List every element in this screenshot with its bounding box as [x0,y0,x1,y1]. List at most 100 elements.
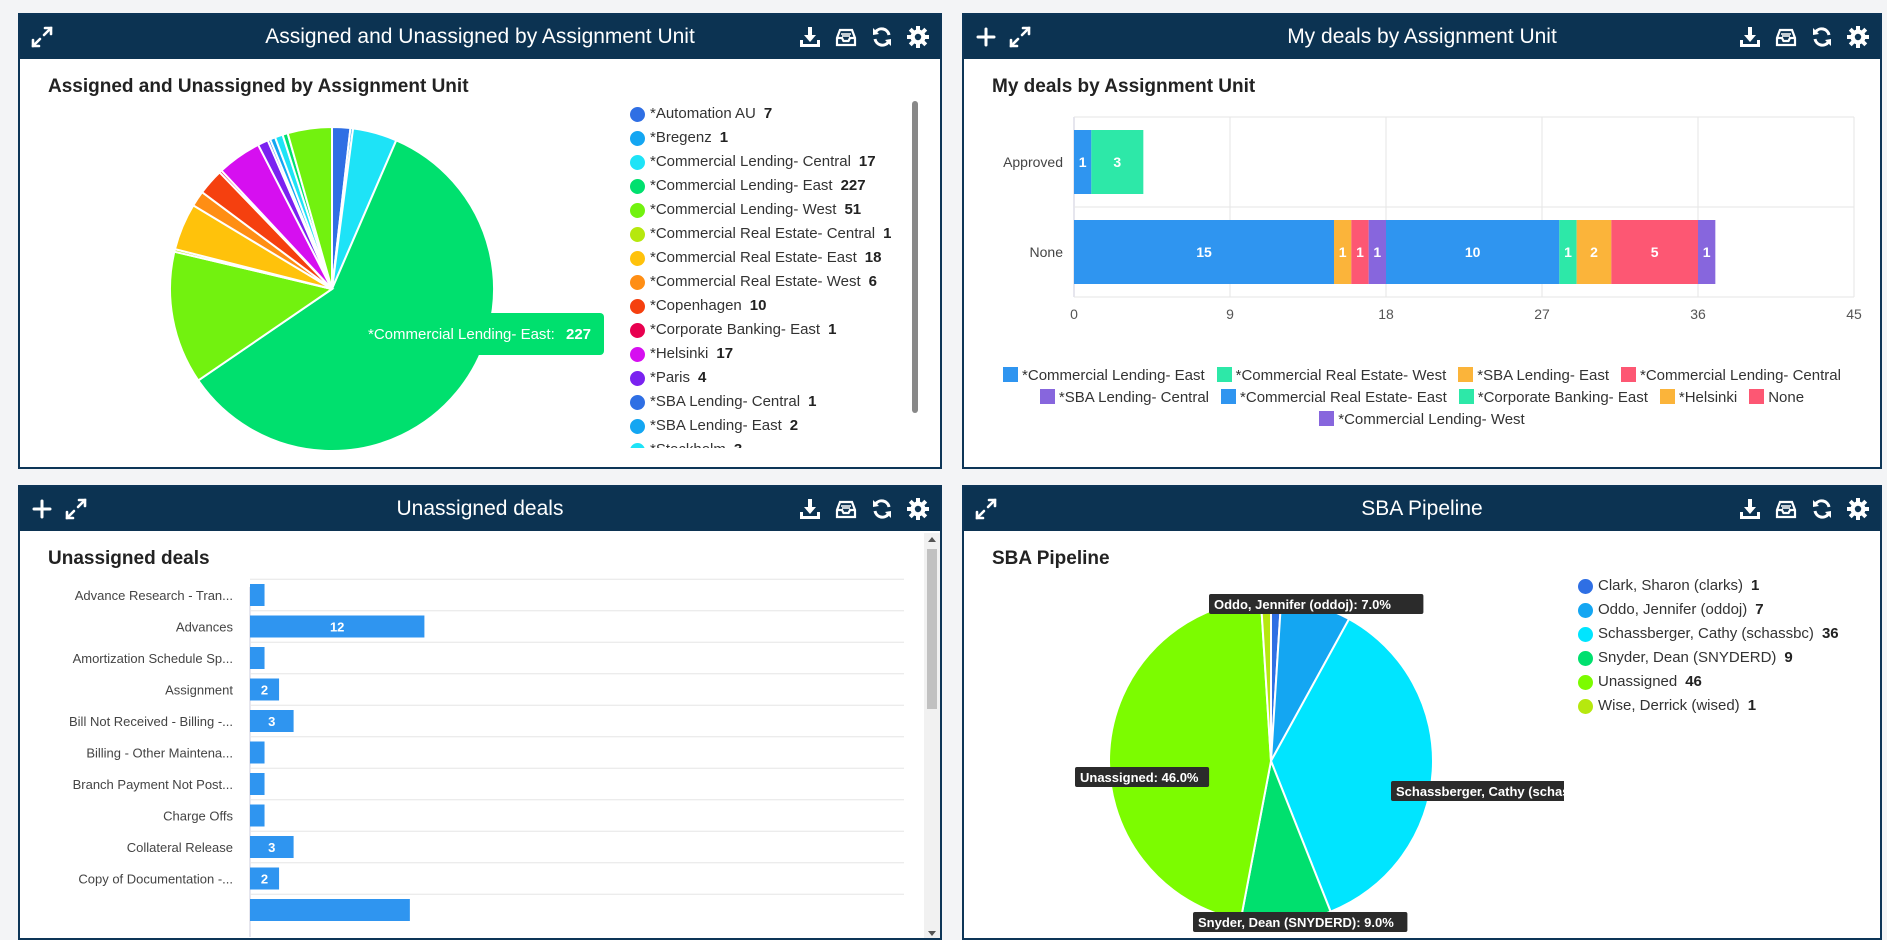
panel-scrollbar[interactable] [924,533,940,938]
legend-label: *Commercial Real Estate- East [650,249,857,266]
legend-item[interactable]: *Commercial Lending- Central [1621,365,1841,387]
legend-item[interactable]: *SBA Lending- Central [1039,387,1210,409]
legend-item[interactable]: None [1749,387,1804,409]
legend-item[interactable]: Oddo, Jennifer (oddoj) 7 [1578,598,1839,622]
bar-segment[interactable] [1091,130,1144,194]
legend-item[interactable]: Clark, Sharon (clarks) 1 [1578,574,1839,598]
legend-item[interactable]: *SBA Lending- East 2 [630,414,891,438]
pie-slice[interactable] [1269,617,1434,913]
legend-item[interactable]: Snyder, Dean (SNYDERD) 9 [1578,646,1839,670]
bar[interactable] [250,615,425,638]
bar[interactable] [250,584,265,606]
pie-slice[interactable] [286,125,333,290]
legend-item[interactable]: *Commercial Real Estate- West [1216,365,1446,387]
legend-item[interactable]: *Commercial Lending- East 227 [630,174,891,198]
legend-item[interactable]: *Commercial Lending- West 51 [630,198,891,222]
legend-item[interactable]: *Copenhagen 10 [630,294,891,318]
bar-segment[interactable] [1334,220,1352,284]
gear-icon[interactable] [906,497,930,521]
legend-label: Oddo, Jennifer (oddoj) [1598,601,1748,618]
legend-item[interactable]: Schassberger, Cathy (schassbc) 36 [1578,622,1839,646]
legend-item[interactable]: *Commercial Lending- West [1319,409,1525,431]
inbox-icon[interactable] [834,497,858,521]
refresh-icon[interactable] [870,497,894,521]
legend-label: *SBA Lending- Central [1058,389,1210,406]
gear-icon[interactable] [906,25,930,49]
pie-slice[interactable] [169,250,335,382]
bar-segment[interactable] [1386,220,1560,284]
scroll-up-icon[interactable] [928,537,936,542]
legend-item[interactable]: *Commercial Real Estate- East 18 [630,246,891,270]
gear-icon[interactable] [1846,25,1870,49]
download-icon[interactable] [1738,497,1762,521]
pie-slice[interactable] [196,138,495,452]
plus-icon[interactable] [30,497,54,521]
legend-item[interactable]: *Helsinki [1659,387,1737,409]
legend-label: *Commercial Lending- West [1338,411,1525,428]
legend-value: 227 [840,177,866,194]
download-icon[interactable] [1738,25,1762,49]
pie-slice[interactable] [1108,598,1273,922]
legend-item[interactable]: *Commercial Lending- Central 17 [630,150,891,174]
bar-segment[interactable] [1698,220,1716,284]
chart-legend: *Commercial Lending- East *Commercial Rea… [964,365,1880,431]
legend-item[interactable]: *Commercial Lending- East [1003,365,1205,387]
bar-segment[interactable] [1368,220,1386,284]
bar[interactable] [250,836,294,858]
legend-label: Unassigned [1598,673,1678,690]
scroll-down-icon[interactable] [928,931,936,936]
legend-item[interactable]: *Commercial Real Estate- West 6 [630,270,891,294]
legend-item[interactable]: *Corporate Banking- East 1 [630,318,891,342]
expand-icon[interactable] [974,497,998,521]
legend-item[interactable]: *Commercial Real Estate- East [1221,387,1447,409]
download-icon[interactable] [798,497,822,521]
tick-label: 45 [1846,306,1862,322]
panel-my-deals: My deals by Assignment Unit My deals by … [962,13,1882,469]
plus-icon[interactable] [974,25,998,49]
scrollbar-thumb[interactable] [927,549,937,709]
refresh-icon[interactable] [870,25,894,49]
bar-segment[interactable] [1074,130,1092,194]
legend-item[interactable]: *Automation AU 7 [630,102,891,126]
bar-segment[interactable] [1559,220,1577,284]
inbox-icon[interactable] [1774,25,1798,49]
bar-segment[interactable] [1576,220,1612,284]
refresh-icon[interactable] [1810,25,1834,49]
scrollbar-thumb[interactable] [912,101,918,413]
bar[interactable] [250,741,265,764]
bar[interactable] [250,867,280,890]
legend-item[interactable]: *SBA Lending- East [1458,365,1609,387]
bar-segment[interactable] [1351,220,1369,284]
bar[interactable] [250,678,280,701]
legend-item[interactable]: *Corporate Banking- East [1458,387,1648,409]
category-label: Advances [176,620,234,635]
bar[interactable] [250,710,294,732]
download-icon[interactable] [798,25,822,49]
gear-icon[interactable] [1846,497,1870,521]
inbox-icon[interactable] [1774,497,1798,521]
bar[interactable] [250,899,410,921]
expand-icon[interactable] [30,25,54,49]
legend-item[interactable]: *SBA Lending- Central 1 [630,390,891,414]
legend-scrollbar[interactable] [912,101,918,413]
expand-icon[interactable] [1008,25,1032,49]
bar-segment[interactable] [1611,220,1698,284]
legend-item[interactable]: *Commercial Real Estate- Central 1 [630,222,891,246]
inbox-icon[interactable] [834,25,858,49]
legend-item[interactable]: *Helsinki 17 [630,342,891,366]
legend-item[interactable]: *Bregenz 1 [630,126,891,150]
legend-item[interactable]: *Paris 4 [630,366,891,390]
bar[interactable] [250,773,265,795]
legend-item[interactable]: Wise, Derrick (wised) 1 [1578,694,1839,718]
panel-title: Assigned and Unassigned by Assignment Un… [265,25,695,48]
legend-item[interactable]: *Stockholm 3 [630,438,891,448]
data-label: 3 [1113,154,1121,170]
legend-marker [1578,603,1593,618]
panel-header: Unassigned deals [20,487,940,531]
bar-segment[interactable] [1074,220,1334,284]
expand-icon[interactable] [64,497,88,521]
legend-item[interactable]: Unassigned 46 [1578,670,1839,694]
refresh-icon[interactable] [1810,497,1834,521]
bar[interactable] [250,647,265,669]
bar[interactable] [250,804,265,827]
